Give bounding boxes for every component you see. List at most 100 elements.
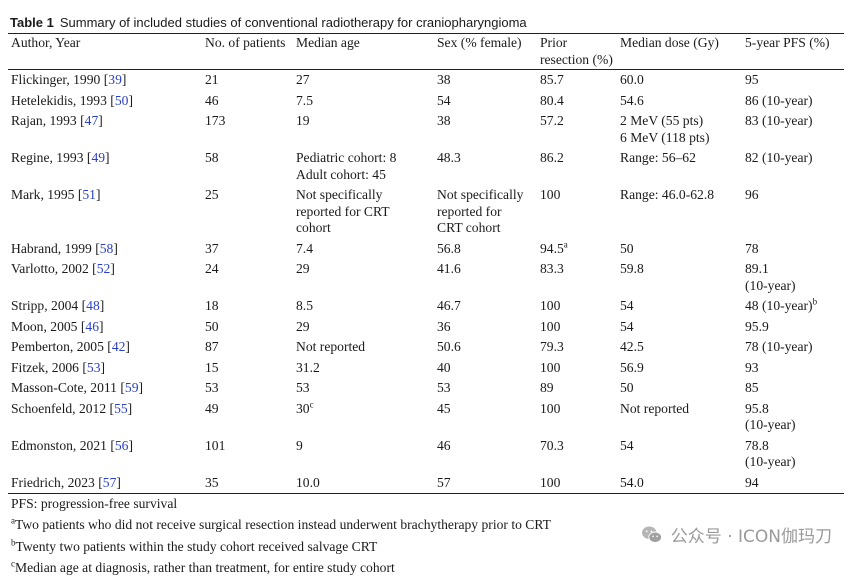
cell-author: Friedrich, 2023 [57]	[11, 474, 121, 490]
cell-patients: 50	[205, 318, 219, 334]
cell-prior-resection: 100	[540, 187, 561, 202]
cell-sex: 38	[437, 72, 451, 87]
cell-age: 30c	[296, 398, 314, 416]
footnote-a: aTwo patients who did not receive surgic…	[11, 515, 551, 533]
citation-link[interactable]: 58	[99, 240, 114, 256]
table-row: Hetelekidis, 1993 [50] 46 7.5 54 80.4 54.6 86 …	[8, 91, 844, 112]
table-row: Stripp, 2004 [48] 18 8.5 46.7 100 54 48 (10-ye…	[8, 296, 844, 317]
cell-author: Stripp, 2004 [48]	[11, 298, 105, 313]
citation-link[interactable]: 50	[114, 92, 129, 108]
cell-patients: 53	[205, 380, 219, 395]
cell-age: 7.4	[296, 240, 313, 256]
cell-dose: 59.8	[620, 261, 644, 276]
cell-age: 53	[296, 380, 310, 395]
cell-prior-resection: 100	[540, 400, 561, 416]
header-prior-resection: Prior resection (%)	[540, 35, 613, 67]
cell-prior-resection: 100	[540, 359, 561, 375]
citation-link[interactable]: 46	[85, 318, 99, 334]
citation-link[interactable]: 52	[96, 261, 111, 276]
cell-age: 19	[296, 113, 310, 128]
cell-author: Hetelekidis, 1993 [50]	[11, 92, 133, 108]
citation-link[interactable]: 59	[124, 380, 139, 395]
cell-sex: 46	[437, 437, 451, 453]
watermark-text: 公众号 · ICON伽玛刀	[670, 527, 832, 547]
cell-pfs: 86 (10-year)	[745, 92, 813, 108]
header-pfs: 5-year PFS (%)	[745, 35, 830, 50]
cell-prior-resection: 80.4	[540, 92, 564, 108]
cell-pfs: 95	[745, 72, 759, 87]
cell-age: 8.5	[296, 298, 313, 313]
cell-dose: 60.0	[620, 72, 644, 87]
citation-link[interactable]: 39	[108, 72, 122, 87]
table-row: Pemberton, 2005 [42] 87 Not reported 50.6 79…	[8, 337, 844, 358]
footnote-c: cMedian age at diagnosis, rather than tr…	[11, 558, 395, 575]
cell-patients: 35	[205, 474, 219, 490]
cell-prior-resection: 100	[540, 474, 561, 490]
cell-author: Edmonston, 2021 [56]	[11, 437, 133, 453]
cell-pfs: 78.8 (10-year)	[745, 437, 796, 470]
cell-dose: 56.9	[620, 359, 644, 375]
cell-prior-resection: 94.5a	[540, 238, 568, 256]
caption-label: Table 1	[10, 15, 54, 30]
cell-author: Moon, 2005 [46]	[11, 318, 104, 334]
citation-link[interactable]: 56	[114, 437, 129, 453]
cell-prior-resection: 100	[540, 298, 561, 313]
cell-author: Pemberton, 2005 [42]	[11, 339, 130, 354]
top-rule	[8, 33, 844, 34]
cell-dose: 54	[620, 437, 634, 453]
cell-sex: 53	[437, 380, 451, 395]
header-dose: Median dose (Gy)	[620, 35, 719, 50]
citation-link[interactable]: 48	[86, 298, 100, 313]
cell-author: Habrand, 1999 [58]	[11, 240, 118, 256]
citation-link[interactable]: 47	[84, 113, 99, 128]
studies-table: Author, Year No. of patients Median age …	[8, 34, 844, 494]
cell-dose: 50	[620, 380, 634, 395]
table-row: Habrand, 1999 [58] 37 7.4 56.8 94.5a 50 78	[8, 239, 844, 260]
cell-pfs: 94	[745, 474, 759, 490]
cell-age: 31.2	[296, 359, 320, 375]
citation-link[interactable]: 55	[114, 400, 128, 416]
cell-sex: 45	[437, 400, 451, 416]
cell-prior-resection: 57.2	[540, 113, 564, 128]
cell-author: Mark, 1995 [51]	[11, 187, 101, 202]
cell-author: Masson-Cote, 2011 [59]	[11, 380, 144, 395]
cell-patients: 58	[205, 150, 219, 165]
cell-age: 7.5	[296, 92, 313, 108]
cell-pfs: 96	[745, 187, 759, 202]
cell-dose: Not reported	[620, 400, 690, 416]
cell-age: 10.0	[296, 474, 320, 490]
citation-link[interactable]: 53	[86, 359, 101, 375]
cell-dose: 54	[620, 318, 634, 334]
header-age: Median age	[296, 35, 360, 50]
table-row: Flickinger, 1990 [39] 21 27 38 85.7 60.0 95	[8, 70, 844, 91]
cell-sex: 56.8	[437, 240, 461, 256]
cell-patients: 101	[205, 437, 226, 453]
citation-link[interactable]: 49	[91, 150, 106, 165]
cell-pfs: 78 (10-year)	[745, 339, 813, 354]
citation-link[interactable]: 42	[111, 339, 126, 354]
table-row: Schoenfeld, 2012 [55] 49 30c 45 100 Not repor…	[8, 399, 844, 436]
cell-patients: 15	[205, 359, 219, 375]
citation-link[interactable]: 57	[102, 474, 117, 490]
cell-sex: 36	[437, 318, 451, 334]
header-patients: No. of patients	[205, 35, 286, 50]
cell-pfs: 83 (10-year)	[745, 113, 813, 128]
table-body: Flickinger, 1990 [39] 21 27 38 85.7 60.0 95 Het…	[8, 70, 844, 494]
cell-prior-resection: 79.3	[540, 339, 564, 354]
cell-patients: 87	[205, 339, 219, 354]
table-row: Varlotto, 2002 [52] 24 29 41.6 83.3 59.8 89.1 …	[8, 259, 844, 296]
cell-pfs: 85	[745, 380, 759, 395]
cell-dose: 2 MeV (55 pts) 6 MeV (118 pts)	[620, 113, 710, 145]
cell-sex: 46.7	[437, 298, 461, 313]
footnotes: PFS: progression-free survival aTwo pati…	[11, 495, 844, 576]
citation-link[interactable]: 51	[82, 187, 96, 202]
table-figure: Table 1 Summary of included studies of co…	[8, 14, 844, 580]
cell-prior-resection: 86.2	[540, 150, 564, 165]
cell-dose: 42.5	[620, 339, 644, 354]
cell-patients: 24	[205, 261, 219, 276]
table-row: Rajan, 1993 [47] 173 19 38 57.2 2 MeV (55 pts…	[8, 111, 844, 148]
footnote-b: bTwenty two patients within the study co…	[11, 537, 378, 554]
footnote-mark: b	[812, 296, 818, 307]
cell-pfs: 82 (10-year)	[745, 150, 813, 165]
header-sex: Sex (% female)	[437, 35, 522, 50]
